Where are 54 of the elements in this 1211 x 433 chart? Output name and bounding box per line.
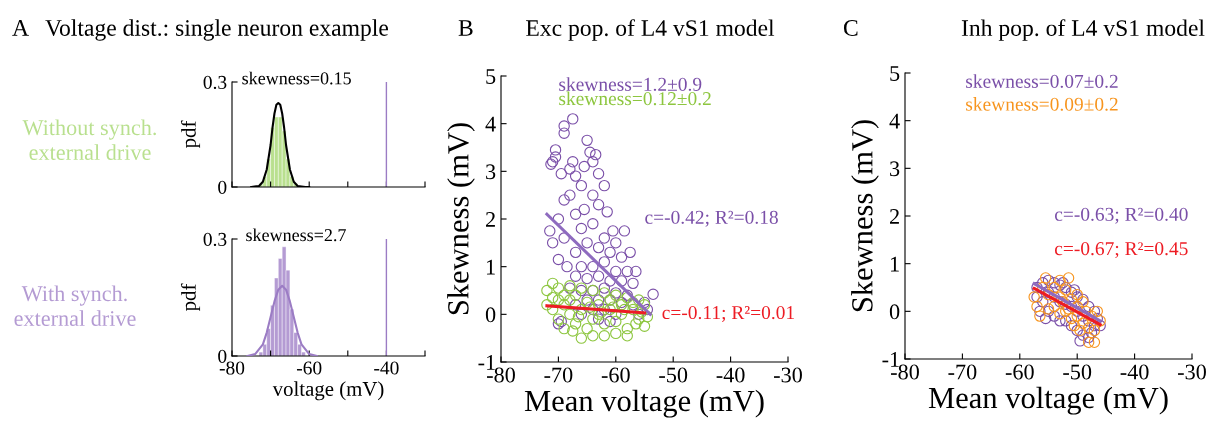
text: C <box>843 20 858 36</box>
y-tick-label: 0 <box>485 307 496 323</box>
text: With synch. external drive <box>14 285 136 326</box>
y-tick-label: 0 <box>889 304 900 320</box>
y-tick-label: 2 <box>890 208 899 224</box>
x-axis-title: Mean voltage (mV) <box>524 389 764 418</box>
x-tick-label: -60 <box>296 361 322 375</box>
y-tick-label: 5 <box>890 66 900 81</box>
x-axis-title: voltage (mV) <box>272 381 384 401</box>
text: B <box>458 20 473 36</box>
y-tick-label: 1 <box>486 259 495 275</box>
y-tick-label: 1 <box>890 256 899 272</box>
x-tick-label: -50 <box>1063 364 1092 380</box>
x-tick-label: -50 <box>659 367 688 383</box>
x-tick-label: -30 <box>1178 364 1206 380</box>
x-axis-title: Mean voltage (mV) <box>928 386 1168 415</box>
x-tick-label: -70 <box>544 367 573 383</box>
y-tick-label: 3 <box>486 164 496 180</box>
x-tick-label: -60 <box>1005 364 1034 380</box>
x-tick-label: -70 <box>948 364 977 380</box>
x-tick-label: -40 <box>716 367 745 383</box>
chart-title: Exc pop. of L4 vS1 model <box>526 19 775 41</box>
chart-title: Voltage dist.: single neuron example <box>45 19 389 41</box>
text: A <box>12 20 29 36</box>
y-tick-label: 5 <box>486 69 496 84</box>
y-tick-label: 0 <box>218 180 227 194</box>
x-tick-label: -80 <box>219 361 245 375</box>
y-axis-title: Skewness (mV) <box>851 120 879 312</box>
annotation: skewness=1.2±0.9 <box>559 77 702 91</box>
annotation: c=-0.11; R²=0.01 <box>662 305 794 322</box>
x-tick-label: -60 <box>601 367 630 383</box>
annotation: skewness=0.07±0.2 <box>966 74 1118 88</box>
annotation: skewness=2.7 <box>246 228 346 242</box>
annotation: c=-0.67; R²=0.45 <box>1054 242 1188 258</box>
chart-title: Inh pop. of L4 vS1 model <box>961 19 1205 41</box>
text: Without synch. external drive <box>22 119 156 160</box>
y-tick-label: 3 <box>890 161 900 177</box>
y-axis-title: pdf <box>180 120 201 149</box>
x-tick-label: -40 <box>1120 364 1149 380</box>
y-axis-title: Skewness (mV) <box>447 123 475 315</box>
y-tick-label: 0 <box>218 349 227 363</box>
y-axis-title: pdf <box>180 283 201 312</box>
annotation: skewness=0.09±0.2 <box>966 97 1118 111</box>
y-tick-label: 0.3 <box>203 75 227 90</box>
y-tick-label: 0.3 <box>203 232 227 247</box>
annotation: skewness=0.12±0.2 <box>559 91 711 106</box>
x-tick-label: -40 <box>374 361 399 375</box>
y-tick-label: 4 <box>485 116 496 132</box>
annotation: skewness=0.15 <box>242 71 351 85</box>
x-tick-label: -30 <box>774 367 802 383</box>
y-tick-label: 2 <box>486 211 495 227</box>
annotation: c=-0.63; R²=0.40 <box>1054 207 1188 224</box>
annotation: c=-0.42; R²=0.18 <box>645 210 778 227</box>
y-tick-label: 4 <box>889 113 900 129</box>
